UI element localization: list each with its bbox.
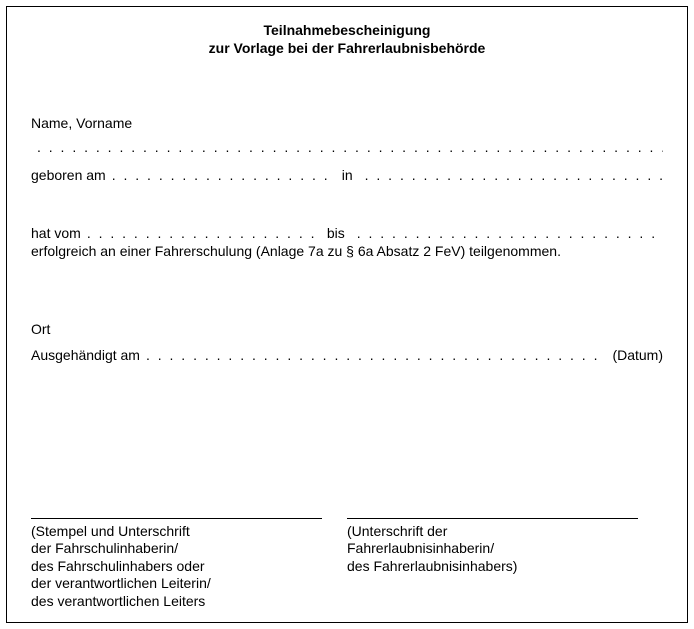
- signature-area: (Stempel und Unterschrift der Fahrschuli…: [31, 518, 663, 611]
- completion-text: erfolgreich an einer Fahrerschulung (Anl…: [31, 243, 663, 259]
- date-suffix: (Datum): [606, 347, 663, 363]
- issued-row: Ausgehändigt am (Datum): [31, 347, 663, 363]
- signature-right-line[interactable]: [347, 518, 638, 519]
- to-input-line[interactable]: [351, 225, 663, 241]
- signature-left: (Stempel und Unterschrift der Fahrschuli…: [31, 518, 347, 611]
- born-input-line[interactable]: [106, 167, 336, 183]
- title-line-1: Teilnahmebescheinigung: [31, 21, 663, 39]
- sig-left-l5: des verantwortlichen Leiters: [31, 593, 347, 611]
- title-line-2: zur Vorlage bei der Fahrerlaubnisbehörde: [31, 39, 663, 57]
- issued-label: Ausgehändigt am: [31, 347, 140, 363]
- sig-left-l1: (Stempel und Unterschrift: [31, 523, 347, 541]
- sig-left-l4: der verantwortlichen Leiterin/: [31, 575, 347, 593]
- born-row: geboren am in: [31, 167, 663, 183]
- to-label: bis: [321, 225, 351, 241]
- birthplace-input-line[interactable]: [359, 167, 663, 183]
- from-input-line[interactable]: [81, 225, 321, 241]
- sig-right-l2: Fahrerlaubnisinhaberin/: [347, 540, 663, 558]
- name-label: Name, Vorname: [31, 115, 663, 131]
- signature-left-line[interactable]: [31, 518, 322, 519]
- form-title: Teilnahmebescheinigung zur Vorlage bei d…: [31, 21, 663, 57]
- from-label: hat vom: [31, 225, 81, 241]
- sig-right-l3: des Fahrerlaubnisinhabers): [347, 558, 663, 576]
- in-label: in: [336, 167, 359, 183]
- sig-right-l1: (Unterschrift der: [347, 523, 663, 541]
- certificate-form: Teilnahmebescheinigung zur Vorlage bei d…: [6, 6, 688, 623]
- born-label: geboren am: [31, 167, 106, 183]
- sig-left-l2: der Fahrschulinhaberin/: [31, 540, 347, 558]
- signature-right: (Unterschrift der Fahrerlaubnisinhaberin…: [347, 518, 663, 611]
- name-field: Name, Vorname: [31, 115, 663, 155]
- period-row: hat vom bis: [31, 225, 663, 241]
- issued-input-line[interactable]: [140, 347, 606, 363]
- name-input-line[interactable]: [31, 139, 663, 155]
- place-label: Ort: [31, 321, 663, 337]
- sig-left-l3: des Fahrschulinhabers oder: [31, 558, 347, 576]
